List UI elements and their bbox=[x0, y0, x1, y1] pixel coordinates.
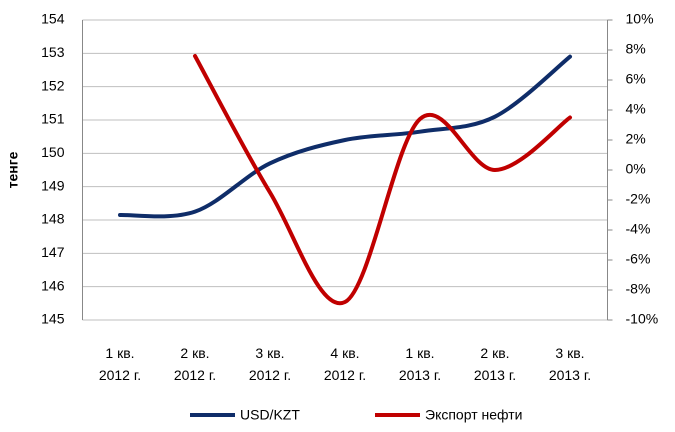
y2-tick-label: 6% bbox=[626, 71, 646, 87]
y2-tick-label: 2% bbox=[626, 131, 646, 147]
y2-tick-label: -8% bbox=[626, 281, 651, 297]
legend-label: USD/KZT bbox=[240, 407, 300, 423]
x-tick-label: 1 кв. 2012 г. bbox=[98, 345, 142, 383]
y2-tick-label: 0% bbox=[626, 161, 646, 177]
y2-tick-label: -4% bbox=[626, 221, 651, 237]
x-tick-label: 1 кв. 2013 г. bbox=[398, 345, 442, 383]
y2-tick-label: 4% bbox=[626, 101, 646, 117]
y-axis-label: тенге bbox=[5, 151, 21, 188]
y-tick-label: 150 bbox=[41, 144, 65, 160]
x-tick-label: 2 кв. 2012 г. bbox=[173, 345, 217, 383]
y-tick-label: 153 bbox=[41, 44, 65, 60]
y-tick-label: 151 bbox=[41, 111, 65, 127]
x-tick-label: 4 кв. 2012 г. bbox=[323, 345, 367, 383]
y2-tick-label: -6% bbox=[626, 251, 651, 267]
y2-tick-label: 8% bbox=[626, 41, 646, 57]
y2-tick-label: 10% bbox=[626, 11, 654, 27]
x-tick-label: 2 кв. 2013 г. bbox=[473, 345, 517, 383]
x-tick-label: 3 кв. 2012 г. bbox=[248, 345, 292, 383]
y2-tick-label: -2% bbox=[626, 191, 651, 207]
y-tick-label: 146 bbox=[41, 277, 65, 293]
series-line bbox=[193, 54, 572, 306]
y-tick-label: 145 bbox=[41, 311, 65, 327]
x-tick-label: 3 кв. 2013 г. bbox=[548, 345, 592, 383]
y2-tick-label: -10% bbox=[626, 311, 659, 327]
legend-label: Экспорт нефти bbox=[425, 407, 522, 423]
y-tick-label: 152 bbox=[41, 77, 65, 93]
series-line bbox=[118, 54, 572, 219]
y-tick-label: 154 bbox=[41, 11, 65, 27]
y-tick-label: 148 bbox=[41, 211, 65, 227]
y-tick-label: 147 bbox=[41, 244, 65, 260]
y-tick-label: 149 bbox=[41, 177, 65, 193]
